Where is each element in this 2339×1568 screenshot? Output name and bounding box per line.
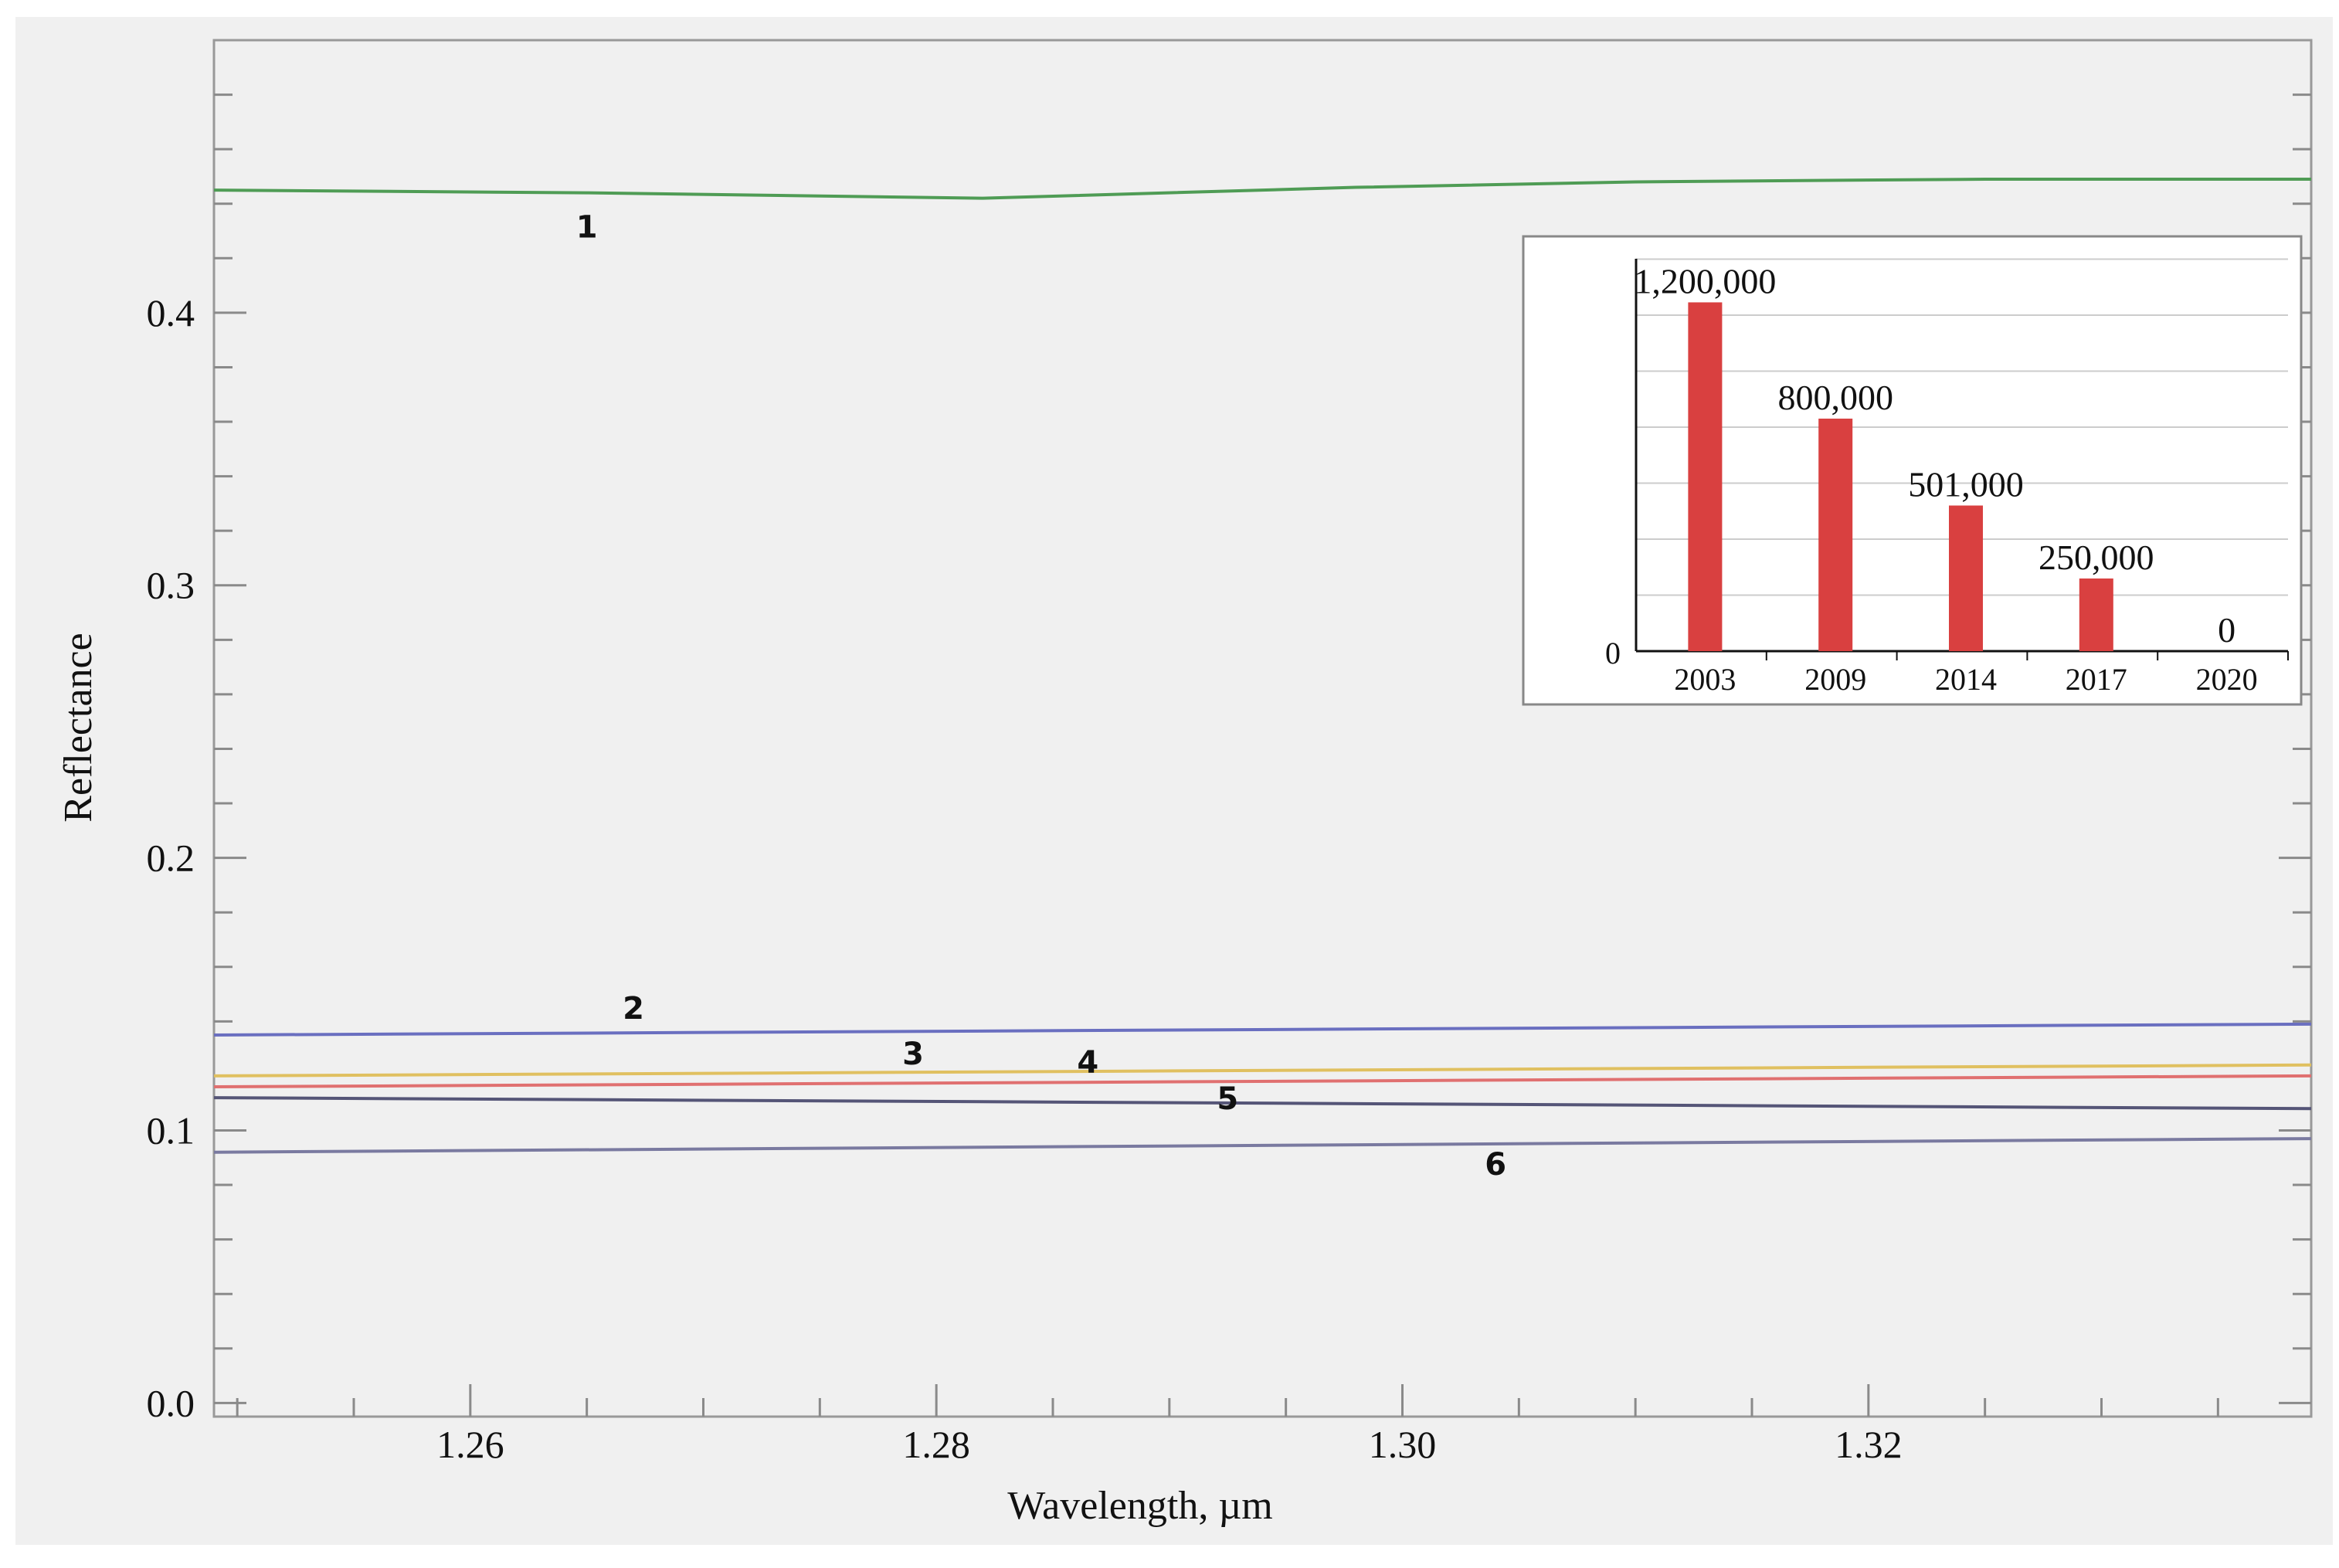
inset-bars: 1,200,000 2003 800,000 2009 501,000 2014 250,0… [1634,261,2289,697]
series-label-4: 4 [1077,1045,1098,1081]
inset-value-label-2014: 501,000 [1908,464,2024,504]
inset-category-label-2020: 2020 [2196,662,2258,697]
series-line-2 [213,1022,2312,1037]
inset-value-label-2017: 250,000 [2039,538,2154,577]
series-line-6 [213,1137,2312,1154]
x-tick-label: 1.26 [436,1423,504,1466]
series-label-5: 5 [1217,1081,1238,1117]
inset-value-label-2003: 1,200,000 [1634,261,1776,300]
series-label-2: 2 [623,991,644,1027]
x-tick-label: 1.28 [902,1423,970,1466]
series-line-4 [213,1074,2312,1089]
main-series-lines: 1 2 3 4 5 6 [213,177,2312,1183]
plot-frame [212,39,2313,1418]
series-label-1: 1 [576,210,598,246]
y-tick-label: 0.2 [147,837,195,880]
inset-bar-chart: 0 1,200,000 2003 800,000 2009 501,000 2014 250… [1522,235,2303,706]
series-label-6: 6 [1485,1147,1506,1183]
inset-value-label-2020: 0 [2218,610,2235,650]
inset-bar-2017 [2079,578,2113,651]
inset-gridlines: 0 [1605,258,2288,670]
inset-category-label-2009: 2009 [1804,662,1866,697]
y-tick-label: 0.3 [147,564,195,607]
y-tick-label: 0.1 [147,1108,195,1152]
y-tick-label: 0.4 [147,291,195,334]
x-tick-label: 1.32 [1835,1423,1903,1466]
inset-bar-2003 [1688,302,1723,651]
series-label-3: 3 [902,1037,924,1072]
inset-value-label-2009: 800,000 [1777,378,1893,417]
inset-bar-2009 [1818,418,1853,651]
inset-category-label-2017: 2017 [2066,662,2127,697]
x-tick-label: 1.30 [1369,1423,1437,1466]
y-axis-label: Reflectance [56,633,100,822]
x-axis-label: Wavelength, µm [1007,1484,1272,1528]
inset-category-label-2014: 2014 [1935,662,1997,697]
y-tick-label: 0.0 [147,1381,195,1424]
main-axis-labels: Wavelength, µm Reflectance [56,633,1273,1528]
main-axis-ticks: 0.0 0.1 0.2 0.3 0.4 1.26 1.28 1.30 1.32 [147,93,2311,1466]
series-line-1 [213,177,2311,200]
inset-y-tick-label: 0 [1605,636,1621,670]
series-line-5 [213,1096,2312,1111]
series-line-3 [213,1063,2312,1078]
inset-category-label-2003: 2003 [1674,662,1736,697]
inset-bar-2014 [1949,505,1983,651]
